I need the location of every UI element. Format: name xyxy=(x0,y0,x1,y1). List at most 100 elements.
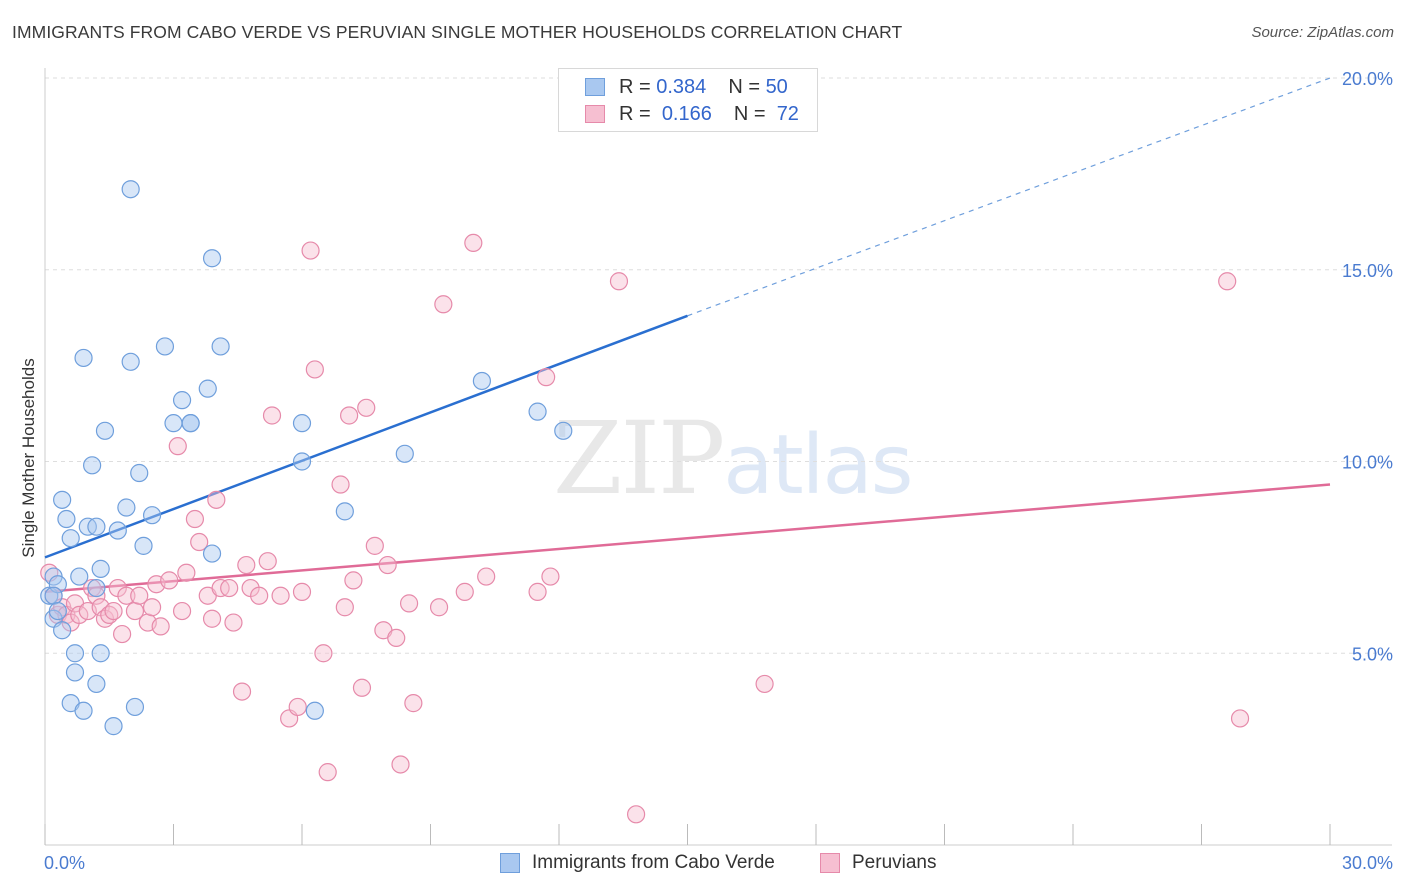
data-point-peruvians xyxy=(237,555,256,575)
data-point-peruvians xyxy=(202,609,222,628)
data-point-cabo-verde xyxy=(104,717,123,736)
data-point-cabo-verde xyxy=(95,421,115,440)
data-point-cabo-verde xyxy=(202,249,222,268)
data-point-peruvians xyxy=(352,678,372,697)
legend-r-value: 0.166 xyxy=(661,102,712,125)
data-point-peruvians xyxy=(429,598,449,617)
data-point-cabo-verde xyxy=(70,567,89,586)
data-point-peruvians xyxy=(117,586,136,605)
trend-line-cabo-verde-extension xyxy=(687,77,1331,317)
data-point-cabo-verde xyxy=(125,697,145,717)
data-point-cabo-verde xyxy=(57,509,76,529)
legend-swatch-pink xyxy=(585,105,605,123)
data-point-peruvians xyxy=(365,536,384,555)
trend-lines xyxy=(44,77,1331,594)
bottom-legend-label: Immigrants from Cabo Verde xyxy=(532,852,775,873)
legend-r-label: R = xyxy=(619,102,651,125)
data-point-cabo-verde xyxy=(44,586,63,605)
data-point-cabo-verde xyxy=(74,348,93,368)
data-point-peruvians xyxy=(258,552,277,571)
data-point-peruvians xyxy=(250,586,269,605)
axes xyxy=(44,68,1392,846)
data-point-peruvians xyxy=(207,490,226,509)
tick-labels: 5.0% 10.0% 15.0% 20.0% 0.0% 30.0% xyxy=(44,69,1393,873)
data-point-peruvians xyxy=(220,578,239,598)
data-point-cabo-verde xyxy=(292,414,312,433)
data-point-peruvians xyxy=(232,682,252,701)
data-point-cabo-verde xyxy=(528,402,547,421)
data-point-peruvians xyxy=(318,763,337,782)
data-point-peruvians xyxy=(288,697,307,717)
data-point-cabo-verde xyxy=(48,575,67,594)
bottom-legend-cabo-verde: Immigrants from Cabo Verde xyxy=(500,852,775,874)
data-point-cabo-verde xyxy=(335,502,354,521)
data-point-peruvians xyxy=(224,613,243,632)
series-cabo-verde xyxy=(40,180,573,736)
data-point-cabo-verde xyxy=(172,391,192,410)
data-point-peruvians xyxy=(112,624,132,644)
legend-swatch-blue xyxy=(585,78,605,96)
data-point-cabo-verde xyxy=(83,456,102,475)
watermark-zip: ZIP xyxy=(553,400,725,517)
data-point-peruvians xyxy=(70,605,89,625)
legend-row-peruvians: R = 0.166 N = 72 xyxy=(585,102,799,126)
data-point-cabo-verde xyxy=(472,371,491,391)
data-point-peruvians xyxy=(262,406,282,425)
data-point-cabo-verde xyxy=(91,559,110,578)
data-point-peruvians xyxy=(755,674,774,694)
data-point-cabo-verde xyxy=(65,663,85,682)
data-point-cabo-verde xyxy=(181,414,200,433)
data-point-peruvians xyxy=(335,598,354,617)
data-point-peruvians xyxy=(271,586,290,605)
data-point-peruvians xyxy=(404,694,423,713)
data-point-cabo-verde xyxy=(48,601,67,621)
data-point-cabo-verde xyxy=(130,463,149,483)
data-point-cabo-verde xyxy=(74,701,93,720)
data-point-peruvians xyxy=(185,509,205,529)
bottom-swatch-blue xyxy=(500,853,520,873)
legend-n-label: N = xyxy=(728,75,760,98)
data-point-peruvians xyxy=(1218,272,1237,291)
data-point-cabo-verde xyxy=(108,521,127,540)
data-point-cabo-verde xyxy=(395,444,414,463)
data-point-cabo-verde xyxy=(292,452,312,471)
data-point-cabo-verde xyxy=(53,621,72,640)
data-point-peruvians xyxy=(477,567,496,586)
legend-r-value: 0.384 xyxy=(656,75,707,98)
data-point-peruvians xyxy=(528,582,547,601)
data-point-peruvians xyxy=(626,805,646,824)
watermark: ZIPatlas xyxy=(553,400,913,517)
y-tick-label: 5.0% xyxy=(1352,644,1393,664)
data-point-cabo-verde xyxy=(53,490,72,509)
x-tick-label: 30.0% xyxy=(1342,853,1393,873)
data-point-cabo-verde xyxy=(65,644,85,663)
data-point-peruvians xyxy=(464,233,483,253)
legend-n-value: 72 xyxy=(776,102,799,125)
data-point-peruvians xyxy=(151,617,170,636)
legend-n-value: 50 xyxy=(765,75,788,98)
x-tick-label: 0.0% xyxy=(44,853,85,873)
data-point-peruvians xyxy=(331,475,350,494)
data-point-cabo-verde xyxy=(211,337,230,356)
data-point-cabo-verde xyxy=(305,701,324,720)
y-tick-label: 10.0% xyxy=(1342,453,1393,473)
data-point-cabo-verde xyxy=(134,536,153,555)
series-peruvians xyxy=(40,233,1250,824)
trend-line-cabo-verde xyxy=(44,314,688,559)
chart-title: IMMIGRANTS FROM CABO VERDE VS PERUVIAN S… xyxy=(12,22,903,42)
data-point-cabo-verde xyxy=(61,529,80,548)
data-point-cabo-verde xyxy=(91,644,110,663)
data-point-peruvians xyxy=(1230,709,1250,728)
data-point-peruvians xyxy=(104,601,123,621)
data-point-peruvians xyxy=(292,582,312,601)
data-point-peruvians xyxy=(537,368,556,387)
source-label: Source: ZipAtlas.com xyxy=(1251,24,1394,41)
data-point-cabo-verde xyxy=(198,379,217,398)
legend-r-label: R = xyxy=(619,75,651,98)
data-point-peruvians xyxy=(314,644,333,663)
bottom-legend-peruvians: Peruvians xyxy=(820,852,937,874)
data-point-peruvians xyxy=(301,241,320,260)
data-point-peruvians xyxy=(87,586,106,605)
data-point-peruvians xyxy=(434,295,453,314)
data-point-peruvians xyxy=(455,582,474,601)
